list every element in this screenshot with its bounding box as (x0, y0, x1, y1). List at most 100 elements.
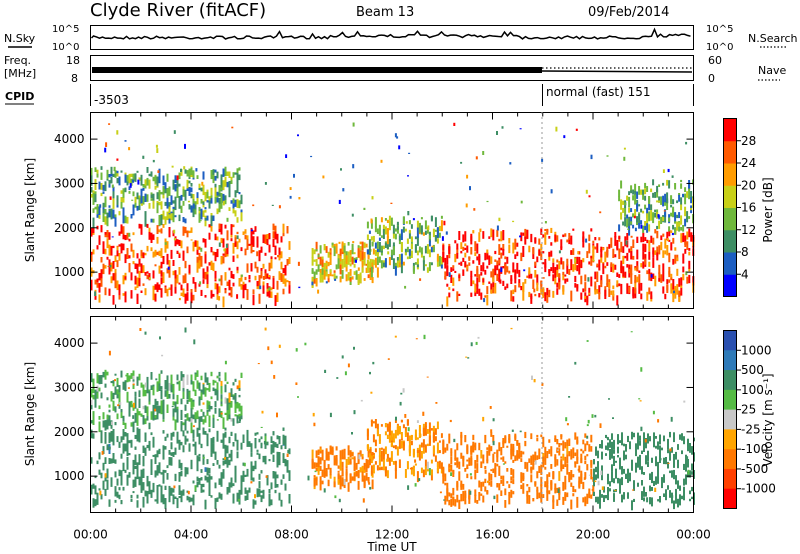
echo-cell (426, 443, 429, 447)
echo-cell (534, 451, 537, 462)
echo-cell (108, 174, 111, 178)
echo-cell (416, 236, 419, 246)
echo-cell (126, 391, 129, 402)
echo-cell (126, 433, 129, 443)
echo-cell (92, 249, 95, 255)
echo-cell (140, 224, 143, 235)
echo-cell (374, 249, 377, 256)
echo-cell (558, 250, 561, 254)
echo-cell (250, 469, 253, 475)
echo-cell (420, 225, 423, 235)
echo-cell (118, 386, 121, 390)
echo-cell (691, 496, 693, 500)
echo-cell (452, 288, 455, 292)
echo-cell (351, 258, 354, 265)
echo-cell (658, 278, 661, 281)
echo-cell (648, 199, 651, 211)
echo-cell (460, 242, 463, 250)
echo-cell (114, 271, 117, 282)
echo-cell (347, 450, 350, 456)
echo-cell (653, 438, 655, 448)
echo-cell (680, 179, 683, 183)
echo-cell (297, 396, 299, 398)
echo-cell (102, 464, 105, 471)
echo-cell (242, 284, 245, 294)
echo-cell (146, 194, 149, 202)
echo-cell (280, 445, 283, 450)
echo-cell (319, 448, 322, 451)
echo-cell (220, 380, 223, 386)
echo-cell (168, 382, 171, 391)
echo-cell (238, 386, 241, 391)
echo-cell (157, 170, 160, 173)
echo-cell (128, 407, 131, 417)
echo-cell (361, 465, 364, 477)
echo-cell (520, 450, 523, 458)
echo-cell (604, 289, 607, 299)
echo-cell (556, 499, 559, 506)
echo-cell (188, 187, 191, 196)
echo-cell (663, 210, 666, 212)
echo-cell (337, 258, 340, 269)
echo-cell (418, 222, 421, 233)
echo-cell (164, 446, 167, 450)
echo-cell (542, 494, 545, 498)
echo-cell (424, 444, 427, 453)
echo-cell (122, 429, 125, 440)
freq-unit-label: [MHz] (4, 67, 36, 80)
echo-cell (352, 241, 355, 244)
echo-cell (248, 275, 251, 280)
echo-cell (662, 195, 665, 207)
echo-cell (110, 262, 113, 272)
echo-cell (228, 267, 231, 271)
echo-cell (660, 216, 663, 224)
echo-cell (510, 476, 513, 481)
echo-cell (214, 183, 217, 188)
echo-cell (110, 276, 113, 284)
echo-cell (478, 492, 481, 501)
echo-cell (372, 259, 375, 266)
echo-cell (427, 225, 430, 230)
echo-cell (566, 264, 569, 274)
echo-cell (266, 441, 269, 446)
echo-cell (104, 372, 107, 376)
echo-cell (289, 187, 292, 190)
echo-cell (562, 496, 565, 505)
echo-cell (557, 449, 559, 451)
echo-cell (486, 286, 489, 294)
echo-cell (596, 243, 599, 253)
echo-cell (460, 483, 463, 490)
echo-cell (210, 224, 213, 232)
echo-cell (414, 262, 417, 265)
echo-cell (378, 434, 381, 442)
time-tick-label: 20:00 (576, 528, 611, 542)
echo-cell (236, 168, 239, 178)
echo-cell (204, 191, 207, 202)
echo-cell (252, 295, 255, 306)
echo-cell (652, 257, 655, 268)
echo-cell (386, 244, 389, 250)
echo-cell (158, 215, 161, 226)
echo-cell (270, 287, 273, 291)
echo-cell (146, 444, 149, 449)
echo-cell (542, 456, 545, 468)
echo-cell (343, 258, 346, 261)
echo-cell (234, 433, 237, 442)
echo-cell (166, 465, 169, 469)
echo-cell (138, 264, 141, 267)
echo-cell (630, 185, 633, 193)
echo-cell (102, 191, 105, 194)
power-colorbar-tick-label: 20 (741, 178, 756, 192)
echo-cell (657, 499, 660, 502)
echo-cell (200, 469, 203, 473)
echo-cell (661, 447, 663, 451)
echo-cell (198, 283, 201, 287)
echo-cell (250, 263, 253, 272)
echo-cell (238, 380, 241, 388)
echo-cell (562, 234, 565, 238)
echo-cell (120, 370, 123, 378)
echo-cell (160, 270, 163, 277)
echo-cell (286, 228, 289, 234)
echo-cell (176, 374, 179, 381)
